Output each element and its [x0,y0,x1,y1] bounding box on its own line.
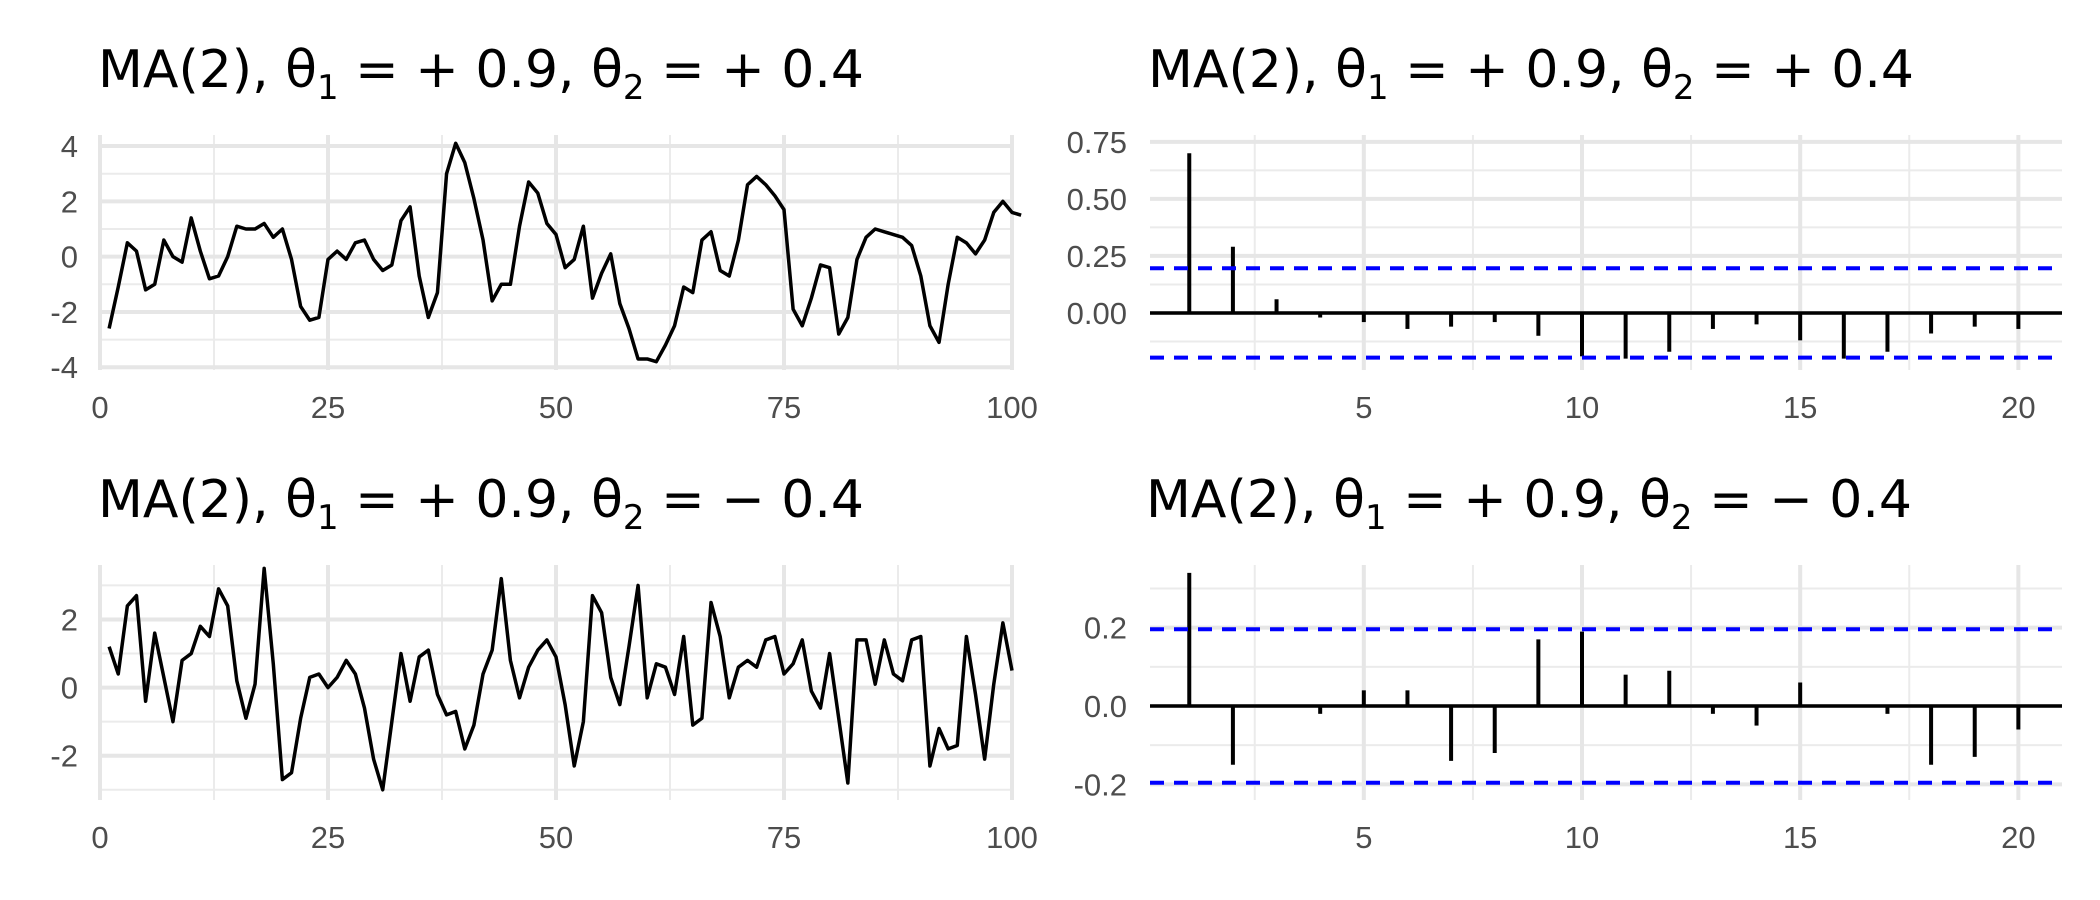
x-tick-label: 75 [767,390,801,425]
x-tick-label: 25 [311,820,345,855]
chart-panel-acf-positive: MA(2), θ1 = + 0.9, θ2 = + 0.4 5 10 15 20 0.0… [1050,0,2100,450]
chart-panel-ts-positive: MA(2), θ1 = + 0.9, θ2 = + 0.4 0 25 50 75 100… [0,0,1050,450]
x-tick-label: 50 [539,390,573,425]
x-tick-label: 20 [2001,820,2035,855]
y-tick-label: 0.00 [1067,296,1127,331]
chart-title: MA(2), θ1 = + 0.9, θ2 = + 0.4 [1148,40,1914,108]
y-tick-label: -4 [50,350,78,385]
chart-title: MA(2), θ1 = + 0.9, θ2 = − 0.4 [1146,470,1912,538]
x-tick-label: 10 [1565,820,1599,855]
y-tick-label: -0.2 [1074,767,1127,802]
x-tick-label: 100 [986,820,1038,855]
y-tick-label: 0 [61,240,78,275]
series-line [107,141,1022,364]
chart-plot: 5 10 15 20 0.00 0.25 0.50 0.75 [1067,125,2062,425]
chart-panel-acf-negative: MA(2), θ1 = + 0.9, θ2 = − 0.4 5 10 15 20 -0.… [1050,450,2100,900]
x-tick-label: 10 [1565,390,1599,425]
grid-lines [98,565,1014,800]
y-tick-label: 0.75 [1067,125,1127,160]
y-tick-label: 4 [61,129,78,164]
y-tick-label: 0.50 [1067,182,1127,217]
chart-panel-ts-negative: MA(2), θ1 = + 0.9, θ2 = − 0.4 0 25 50 75 100… [0,450,1050,900]
chart-plot: 0 25 50 75 100 -2 0 2 [50,565,1038,855]
x-tick-label: 75 [767,820,801,855]
x-tick-label: 50 [539,820,573,855]
y-tick-label: 0 [61,671,78,706]
x-tick-label: 20 [2001,390,2035,425]
x-tick-label: 100 [986,390,1038,425]
chart-plot: 5 10 15 20 -0.2 0.0 0.2 [1074,565,2062,855]
grid-lines [98,135,1014,370]
y-tick-label: -2 [50,739,78,774]
y-tick-label: 2 [61,602,78,637]
x-tick-label: 0 [91,820,108,855]
chart-title: MA(2), θ1 = + 0.9, θ2 = − 0.4 [98,470,864,538]
y-tick-label: 0.2 [1084,611,1127,646]
chart-title: MA(2), θ1 = + 0.9, θ2 = + 0.4 [98,40,864,108]
y-tick-label: 0.0 [1084,689,1127,724]
grid-lines [1150,565,2062,800]
x-tick-label: 5 [1355,820,1372,855]
grid-lines [1150,135,2062,370]
y-tick-label: 0.25 [1067,239,1127,274]
chart-plot: 0 25 50 75 100 -4 -2 0 2 4 [50,129,1038,425]
x-tick-label: 5 [1355,390,1372,425]
x-tick-label: 0 [91,390,108,425]
y-tick-label: 2 [61,184,78,219]
x-tick-label: 25 [311,390,345,425]
x-tick-label: 15 [1783,390,1817,425]
series-line [107,566,1014,792]
y-tick-label: -2 [50,295,78,330]
x-tick-label: 15 [1783,820,1817,855]
